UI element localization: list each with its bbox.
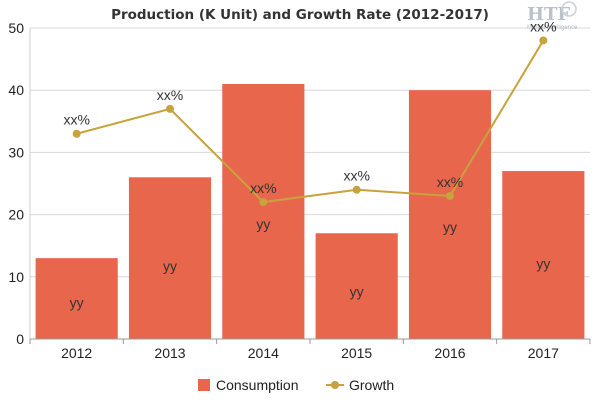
- x-tick-label: 2015: [341, 345, 372, 361]
- bar-data-label: yy: [350, 283, 364, 299]
- legend-marker-growth: [331, 381, 339, 389]
- x-tick-label: 2017: [528, 345, 559, 361]
- growth-point-2013: [166, 104, 174, 113]
- bar-data-label: yy: [163, 258, 177, 274]
- legend-swatch-consumption: [198, 379, 210, 391]
- legend-label-consumption: Consumption: [216, 377, 299, 393]
- bar-data-label: yy: [70, 295, 84, 311]
- growth-data-label: xx%: [157, 87, 183, 103]
- x-tick-label: 2016: [434, 345, 465, 361]
- growth-data-label: xx%: [63, 112, 89, 128]
- growth-line: [76, 39, 545, 204]
- logo-text: HTF: [527, 4, 570, 25]
- bar-2014: [222, 83, 305, 339]
- y-tick-label: 0: [16, 331, 24, 347]
- growth-point-2016: [446, 191, 454, 200]
- x-tick-label: 2014: [248, 345, 279, 361]
- bar-data-label: yy: [443, 219, 457, 235]
- growth-point-2014: [259, 198, 268, 207]
- bar-series: yy yy yy yy yy yy: [35, 83, 585, 339]
- growth-point-2017: [539, 36, 548, 45]
- growth-point-2012: [72, 129, 81, 138]
- growth-data-label: xx%: [530, 18, 556, 34]
- growth-point-2015: [352, 185, 361, 194]
- growth-data-label: xx%: [343, 168, 369, 184]
- bar-2016: [408, 90, 492, 339]
- chart-title: Production (K Unit) and Growth Rate (201…: [111, 7, 489, 23]
- line-series: xx% xx% xx% xx% xx% xx%: [63, 18, 557, 207]
- growth-data-label: xx%: [250, 180, 276, 196]
- bar-data-label: yy: [256, 216, 270, 232]
- growth-data-label: xx%: [437, 174, 463, 190]
- y-tick-label: 10: [8, 269, 24, 285]
- bar-2012: [35, 258, 118, 339]
- y-axis: 0 10 20 30 40 50: [8, 20, 31, 347]
- y-tick-label: 30: [8, 144, 24, 160]
- y-tick-label: 40: [8, 82, 24, 98]
- legend: Consumption Growth: [198, 377, 394, 393]
- bar-2017: [502, 171, 585, 339]
- bar-2015: [315, 233, 398, 339]
- globe-icon: [561, 1, 577, 17]
- y-tick-label: 50: [8, 20, 24, 36]
- x-tick-label: 2012: [61, 345, 92, 361]
- bar-data-label: yy: [536, 255, 550, 271]
- x-axis: 2012 2013 2014 2015 2016 2017: [29, 338, 591, 361]
- legend-label-growth: Growth: [349, 377, 394, 393]
- x-tick-label: 2013: [154, 345, 185, 361]
- bar-2013: [128, 177, 212, 339]
- y-tick-label: 20: [8, 207, 24, 223]
